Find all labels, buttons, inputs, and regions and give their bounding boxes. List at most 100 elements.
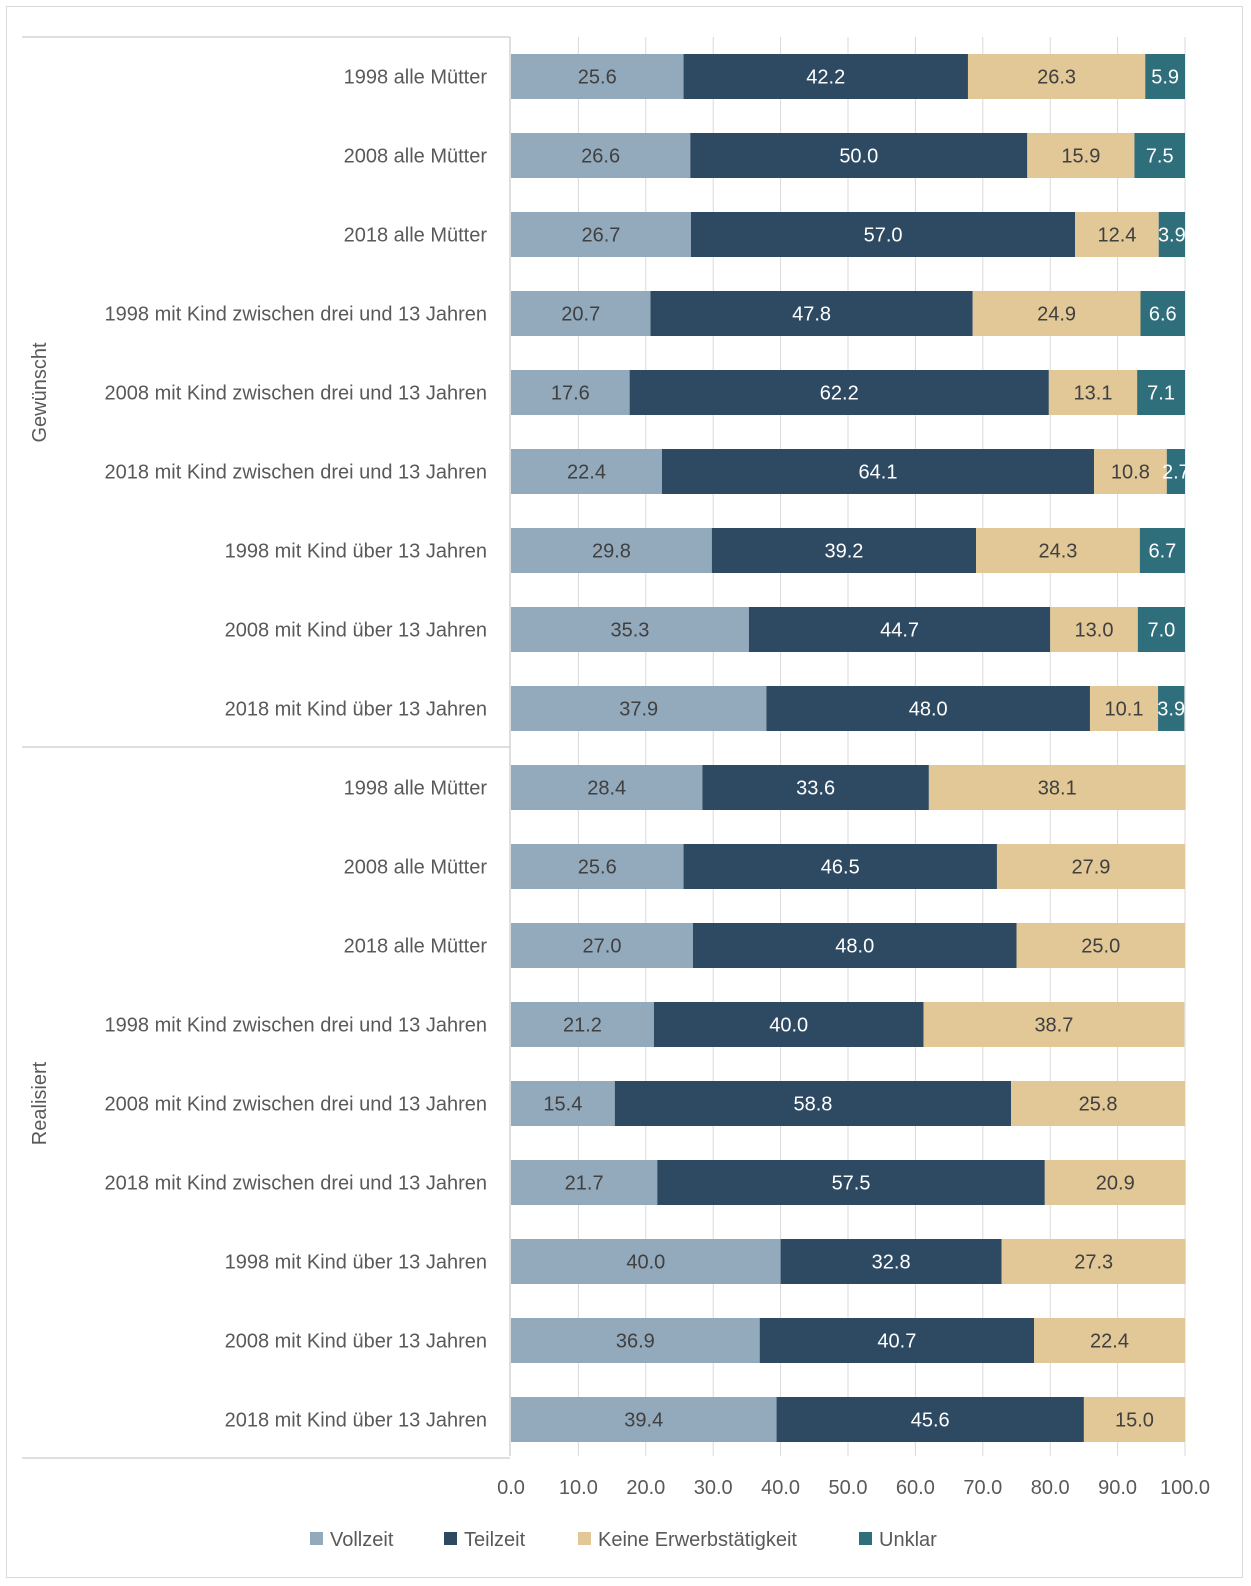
data-label: 39.2 bbox=[824, 541, 863, 563]
bar-segment bbox=[661, 449, 1095, 494]
data-label: 22.4 bbox=[1090, 1331, 1129, 1353]
category-label: 2018 alle Mütter bbox=[344, 936, 488, 958]
bar-segment bbox=[1137, 607, 1185, 652]
bar-segment bbox=[1158, 212, 1185, 257]
bar-segment bbox=[511, 1239, 781, 1284]
x-tick-label: 40.0 bbox=[761, 1477, 800, 1499]
data-label: 15.9 bbox=[1061, 146, 1100, 168]
bar-segment bbox=[511, 291, 651, 336]
category-label: 1998 mit Kind über 13 Jahren bbox=[225, 1252, 487, 1274]
category-labels: 1998 alle Mütter 2008 alle Mütter 2018 all… bbox=[105, 67, 488, 1432]
data-label: 7.0 bbox=[1148, 620, 1176, 642]
bar-segment bbox=[650, 291, 973, 336]
data-label: 40.7 bbox=[877, 1331, 916, 1353]
data-label: 38.7 bbox=[1034, 1015, 1073, 1037]
data-label: 33.6 bbox=[796, 778, 835, 800]
bar-segment bbox=[776, 1397, 1084, 1442]
bar-segment bbox=[511, 607, 749, 652]
data-label: 25.0 bbox=[1081, 936, 1120, 958]
category-label: 2018 mit Kind zwischen drei und 13 Jahre… bbox=[105, 462, 487, 484]
bar-segment bbox=[653, 1002, 924, 1047]
data-label: 27.3 bbox=[1074, 1252, 1113, 1274]
data-label: 17.6 bbox=[551, 383, 590, 405]
data-label: 62.2 bbox=[820, 383, 859, 405]
bar-segment bbox=[511, 1160, 658, 1205]
legend-swatch bbox=[859, 1532, 872, 1545]
bar-segment bbox=[511, 1397, 777, 1442]
bar-segment bbox=[657, 1160, 1045, 1205]
data-label: 44.7 bbox=[880, 620, 919, 642]
bar-segment bbox=[996, 844, 1185, 889]
legend-label: Teilzeit bbox=[464, 1529, 526, 1551]
data-label: 58.8 bbox=[793, 1094, 832, 1116]
x-tick-label: 30.0 bbox=[694, 1477, 733, 1499]
data-label: 46.5 bbox=[821, 857, 860, 879]
data-label: 48.0 bbox=[909, 699, 948, 721]
bar-segment bbox=[511, 923, 693, 968]
category-label: 2008 mit Kind über 13 Jahren bbox=[225, 1331, 487, 1353]
data-label: 38.1 bbox=[1038, 778, 1077, 800]
data-label: 15.4 bbox=[543, 1094, 582, 1116]
bar-segment bbox=[928, 765, 1186, 810]
bar-segment bbox=[711, 528, 977, 573]
bar-segment bbox=[702, 765, 929, 810]
x-axis: 0.0 10.0 20.0 30.0 40.0 50.0 60.0 70.0 80.0 90.0 1… bbox=[497, 37, 1210, 1499]
data-label: 39.4 bbox=[624, 1410, 663, 1432]
category-label: 2008 mit Kind zwischen drei und 13 Jahre… bbox=[105, 1094, 487, 1116]
bar-segment bbox=[1075, 212, 1159, 257]
data-label: 57.5 bbox=[832, 1173, 871, 1195]
data-label: 37.9 bbox=[619, 699, 658, 721]
bar-segment bbox=[1158, 686, 1185, 731]
data-label: 26.7 bbox=[582, 225, 621, 247]
data-label: 20.7 bbox=[561, 304, 600, 326]
data-label: 5.9 bbox=[1151, 67, 1179, 89]
data-label: 25.8 bbox=[1079, 1094, 1118, 1116]
bar-segment bbox=[748, 607, 1051, 652]
data-label: 48.0 bbox=[835, 936, 874, 958]
data-label: 50.0 bbox=[839, 146, 878, 168]
data-label: 35.3 bbox=[610, 620, 649, 642]
bar-segment bbox=[766, 686, 1090, 731]
x-tick-label: 80.0 bbox=[1031, 1477, 1070, 1499]
legend-swatch bbox=[310, 1532, 323, 1545]
bar-segment bbox=[511, 765, 703, 810]
bar-segment bbox=[1139, 528, 1185, 573]
category-label: 1998 mit Kind zwischen drei und 13 Jahre… bbox=[105, 1015, 487, 1037]
data-label: 25.6 bbox=[578, 857, 617, 879]
x-tick-label: 10.0 bbox=[559, 1477, 598, 1499]
category-label: 2018 mit Kind über 13 Jahren bbox=[225, 1410, 487, 1432]
data-label: 24.9 bbox=[1037, 304, 1076, 326]
data-label: 26.3 bbox=[1037, 67, 1076, 89]
data-label: 7.5 bbox=[1146, 146, 1174, 168]
data-label: 22.4 bbox=[567, 462, 606, 484]
data-label: 29.8 bbox=[592, 541, 631, 563]
x-tick-label: 70.0 bbox=[963, 1477, 1002, 1499]
data-label: 27.0 bbox=[583, 936, 622, 958]
bar-segment bbox=[629, 370, 1049, 415]
bars: 25.6 42.2 26.3 5.9 26.6 50.0 15.9 7.5 26.7 57.0 12… bbox=[511, 54, 1190, 1442]
data-label: 36.9 bbox=[616, 1331, 655, 1353]
category-label: 2018 alle Mütter bbox=[344, 225, 488, 247]
data-label: 24.3 bbox=[1038, 541, 1077, 563]
x-tick-label: 100.0 bbox=[1160, 1477, 1210, 1499]
bar-segment bbox=[972, 291, 1141, 336]
bar-segment bbox=[1011, 1081, 1185, 1126]
group-label: Gewünscht bbox=[29, 342, 51, 442]
bar-segment bbox=[780, 1239, 1002, 1284]
bar-segment bbox=[1050, 607, 1138, 652]
bar-segment bbox=[511, 1002, 654, 1047]
data-label: 40.0 bbox=[626, 1252, 665, 1274]
bar-segment bbox=[1166, 449, 1185, 494]
bar-segment bbox=[511, 1081, 615, 1126]
bar-segment bbox=[511, 133, 691, 178]
data-label: 20.9 bbox=[1096, 1173, 1135, 1195]
bar-segment bbox=[1140, 291, 1185, 336]
bar-segment bbox=[1145, 54, 1185, 99]
data-label: 13.0 bbox=[1075, 620, 1114, 642]
bar-segment bbox=[1044, 1160, 1186, 1205]
legend-label: Vollzeit bbox=[330, 1529, 394, 1551]
bar-segment bbox=[1083, 1397, 1185, 1442]
chart-frame bbox=[6, 6, 1243, 1578]
legend-swatch bbox=[444, 1532, 457, 1545]
